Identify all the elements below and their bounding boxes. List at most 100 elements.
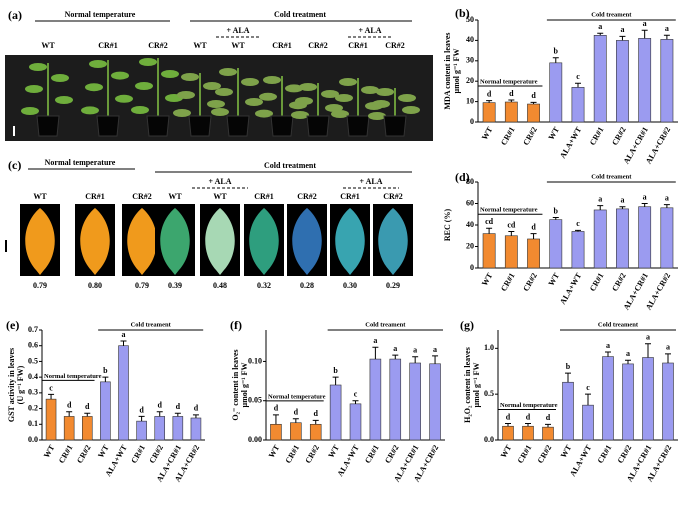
leaf: [299, 83, 317, 91]
bar: [527, 238, 540, 269]
bar: [638, 206, 652, 269]
significance-letter: c: [354, 390, 358, 399]
bar: [642, 357, 654, 441]
error-bar: [66, 411, 73, 417]
bar: [118, 345, 129, 441]
leaf-shape: [160, 208, 190, 275]
leaf-value: 0.32: [257, 281, 271, 290]
leaf-label: CR#1: [254, 192, 274, 201]
leaf: [219, 68, 237, 76]
bar: [482, 233, 496, 269]
significance-letter: d: [139, 405, 144, 414]
plant-label: WT: [41, 41, 55, 50]
leaf-shape: [25, 208, 55, 275]
bar: [389, 358, 402, 441]
plant-label: WT: [193, 41, 207, 50]
bar: [63, 416, 75, 441]
plant-label: CR#2: [148, 41, 168, 50]
error-bar: [392, 354, 399, 360]
y-tick-label: 0.3: [28, 388, 38, 397]
error-bar: [486, 100, 493, 103]
leaf: [295, 97, 313, 105]
significance-letter: a: [598, 194, 602, 203]
x-tick-label: WT: [559, 443, 574, 460]
significance-letter: d: [85, 402, 90, 411]
panel-label: (f): [230, 318, 242, 332]
leaf-shape: [80, 208, 110, 275]
leaf: [321, 90, 339, 98]
significance-letter: c: [576, 72, 580, 81]
y-tick-label: 0.4: [28, 372, 38, 381]
leaf-label: CR#2: [383, 192, 403, 201]
bar: [504, 101, 518, 123]
leaf-value: 0.29: [386, 281, 400, 290]
bar: [136, 420, 147, 441]
group-label: Normal temperature: [45, 158, 116, 167]
x-tick-label: ALA+WT: [558, 125, 584, 160]
error-bar: [412, 356, 419, 363]
error-bar: [156, 411, 163, 417]
leaf: [259, 92, 277, 101]
leaf: [25, 85, 43, 93]
significance-letter: d: [487, 89, 492, 98]
x-tick-label: CR#2: [383, 443, 401, 464]
x-tick-label: CR#2: [147, 443, 165, 464]
y-tick-label: 0.5: [28, 356, 38, 365]
plant-label: WT: [231, 41, 245, 50]
leaf-label: WT: [33, 192, 47, 201]
panel-label: (g): [460, 318, 474, 332]
significance-letter: a: [665, 193, 669, 202]
leaf: [255, 109, 273, 118]
significance-letter: d: [67, 401, 72, 410]
leaf: [21, 107, 39, 115]
y-tick-label: 20: [466, 241, 474, 250]
leaf: [207, 100, 225, 108]
significance-letter: a: [373, 336, 377, 345]
significance-letter: a: [620, 196, 624, 205]
significance-letter: d: [509, 89, 514, 98]
y-axis-label: GST activity in leaves: [7, 348, 16, 422]
y-tick-label: 0.5: [484, 389, 494, 398]
bar: [369, 358, 382, 441]
x-tick-label: WT: [547, 271, 562, 288]
leaf-label: CR#2: [132, 192, 152, 201]
leaf: [402, 106, 420, 114]
significance-letter: c: [586, 383, 590, 392]
significance-letter: a: [413, 346, 417, 355]
x-tick-label: WT: [547, 125, 562, 142]
error-bar: [530, 101, 537, 105]
y-tick-label: 0.10: [248, 356, 262, 365]
pot: [306, 115, 330, 137]
x-tick-label: WT: [326, 443, 341, 460]
plant-label: CR#1: [348, 41, 368, 50]
leaf: [361, 86, 379, 94]
group-label: Cold treament: [591, 11, 632, 18]
bar: [593, 34, 607, 123]
error-bar: [619, 35, 626, 41]
pot: [383, 115, 407, 137]
y-axis-label: MDA content in leaves: [443, 32, 452, 109]
x-tick-label: CR#2: [521, 125, 539, 146]
error-bar: [174, 412, 181, 417]
significance-letter: d: [526, 412, 531, 421]
significance-letter: cd: [507, 220, 516, 229]
bar: [660, 207, 674, 269]
leaf: [376, 88, 394, 96]
error-bar: [272, 414, 279, 425]
significance-letter: c: [49, 383, 53, 392]
group-label: Normal temperature: [480, 207, 538, 214]
bar: [662, 362, 674, 441]
x-tick-label: CR#2: [610, 125, 628, 146]
leaf-shape: [378, 208, 408, 275]
significance-letter: d: [194, 404, 199, 413]
leaf: [135, 82, 153, 90]
bar: [660, 39, 674, 123]
leaf: [331, 110, 349, 118]
leaf: [241, 78, 259, 86]
significance-letter: d: [531, 91, 536, 100]
pot: [146, 115, 170, 137]
x-tick-label: CR#1: [499, 271, 517, 292]
x-tick-label: ALA+WT: [558, 271, 584, 306]
x-tick-label: CR#1: [516, 443, 534, 464]
error-bar: [641, 29, 648, 39]
